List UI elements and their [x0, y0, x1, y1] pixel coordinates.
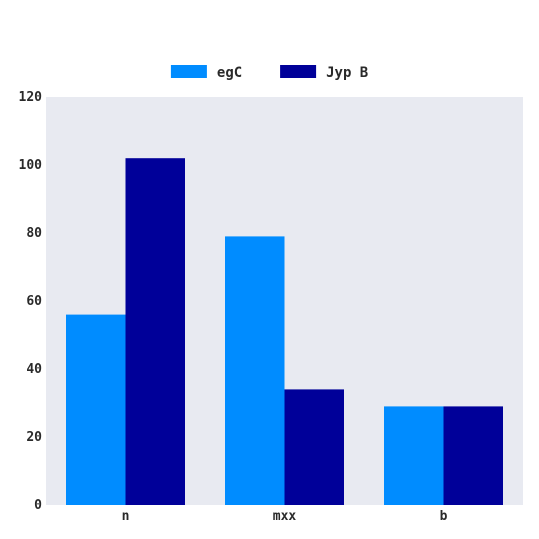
y-tick-label: 80 [26, 226, 42, 241]
x-tick-label: b [440, 509, 448, 524]
legend-swatch [170, 65, 207, 78]
y-tick-label: 120 [19, 90, 43, 105]
legend-label: Jyp B [326, 65, 368, 81]
y-tick-label: 0 [34, 498, 42, 513]
bar-jyp-b-n [125, 158, 185, 505]
y-tick-label: 20 [26, 430, 42, 445]
bar-egc-b [384, 406, 444, 505]
legend-label: egC [217, 65, 242, 81]
bar-jyp-b-mxx [284, 389, 344, 505]
y-axis: 0 20 40 60 80 100 120 [19, 90, 43, 513]
y-tick-label: 100 [19, 158, 43, 173]
y-tick-label: 60 [26, 294, 42, 309]
x-tick-label: mxx [273, 509, 297, 524]
bar-jyp-b-b [443, 406, 503, 505]
x-axis: n mxx b [122, 509, 448, 524]
bar-egc-n [66, 314, 126, 505]
legend-swatch [280, 65, 317, 78]
y-tick-label: 40 [26, 362, 42, 377]
x-tick-label: n [122, 509, 130, 524]
bars [66, 158, 503, 505]
bar-egc-mxx [225, 236, 285, 505]
legend: egC Jyp B [170, 65, 368, 81]
